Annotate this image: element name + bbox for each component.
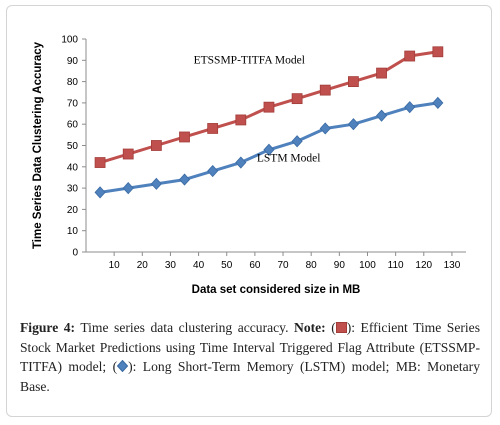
y-tick-label: 20 <box>67 205 79 216</box>
data-point <box>94 186 106 199</box>
x-tick-label: 10 <box>109 260 121 271</box>
data-point <box>404 101 416 114</box>
x-tick-label: 50 <box>221 260 233 271</box>
data-point <box>376 67 387 79</box>
caption-series2-desc: ): Long Short-Term Memory (LSTM) model; … <box>20 359 481 394</box>
square-marker-icon <box>335 322 347 333</box>
data-point <box>94 157 106 168</box>
data-point <box>319 84 331 96</box>
series-lstm <box>94 96 444 199</box>
data-point <box>291 135 303 148</box>
data-point <box>150 140 162 151</box>
data-point <box>207 123 219 134</box>
caption-paren: ( <box>325 320 336 335</box>
y-tick-label: 0 <box>72 248 78 259</box>
series-etssmp <box>94 46 444 168</box>
y-tick-label: 50 <box>67 141 79 152</box>
y-tick-label: 70 <box>67 98 79 109</box>
data-point <box>235 114 247 126</box>
caption-series1-desc: ): Efficient Time Series Stock Market Pr… <box>20 320 481 374</box>
series-label: LSTM Model <box>257 152 321 164</box>
data-point <box>404 50 416 62</box>
x-tick-label: 120 <box>415 260 432 271</box>
y-tick-label: 80 <box>67 77 79 88</box>
x-tick-label: 60 <box>249 260 261 271</box>
chart-container: 0 10 20 30 40 50 60 70 80 90 100 10 20 30 40 50 60 70 80 90… <box>28 27 476 303</box>
y-tick-label: 100 <box>61 35 78 46</box>
data-point <box>291 93 303 105</box>
data-point <box>122 182 134 195</box>
x-tick-label: 90 <box>334 260 346 271</box>
x-tick-label: 100 <box>359 260 376 271</box>
data-point <box>263 101 275 113</box>
figure-label: Figure 4: <box>20 320 76 335</box>
series-label: ETSSMP-TITFA Model <box>194 54 305 66</box>
y-tick-label: 60 <box>67 120 79 131</box>
x-axis-title: Data set considered size in MB <box>192 284 361 296</box>
x-tick-label: 80 <box>306 260 318 271</box>
data-point <box>150 177 162 190</box>
y-tick-label: 40 <box>67 162 79 173</box>
y-tick-label: 90 <box>67 56 79 67</box>
y-tick-label: 10 <box>67 226 79 237</box>
y-axis-title: Time Series Data Clustering Accuracy <box>32 41 44 249</box>
data-point <box>376 109 388 122</box>
x-tick-label: 20 <box>137 260 149 271</box>
data-point <box>235 156 247 169</box>
data-point <box>432 96 444 109</box>
data-point <box>178 173 191 186</box>
note-label: Note: <box>294 320 326 335</box>
caption-text: Time series data clustering accuracy. <box>75 320 294 335</box>
figure-frame <box>6 5 492 417</box>
x-tick-label: 130 <box>444 260 461 271</box>
x-tick-label: 40 <box>193 260 205 271</box>
data-point <box>122 148 134 160</box>
diamond-marker-icon <box>117 360 129 372</box>
x-tick-label: 30 <box>165 260 177 271</box>
y-tick-label: 30 <box>67 184 79 195</box>
data-point <box>432 46 444 58</box>
data-point <box>347 118 359 131</box>
data-point <box>179 131 190 143</box>
data-point <box>207 164 219 178</box>
line-chart: 0 10 20 30 40 50 60 70 80 90 100 10 20 30 40 50 60 70 80 90… <box>32 35 466 296</box>
data-point <box>319 122 331 135</box>
figure-caption: Figure 4: Time series data clustering ac… <box>20 318 480 396</box>
data-point <box>263 143 275 156</box>
data-point <box>348 76 359 87</box>
x-tick-label: 70 <box>277 260 289 271</box>
x-tick-label: 110 <box>388 260 404 271</box>
